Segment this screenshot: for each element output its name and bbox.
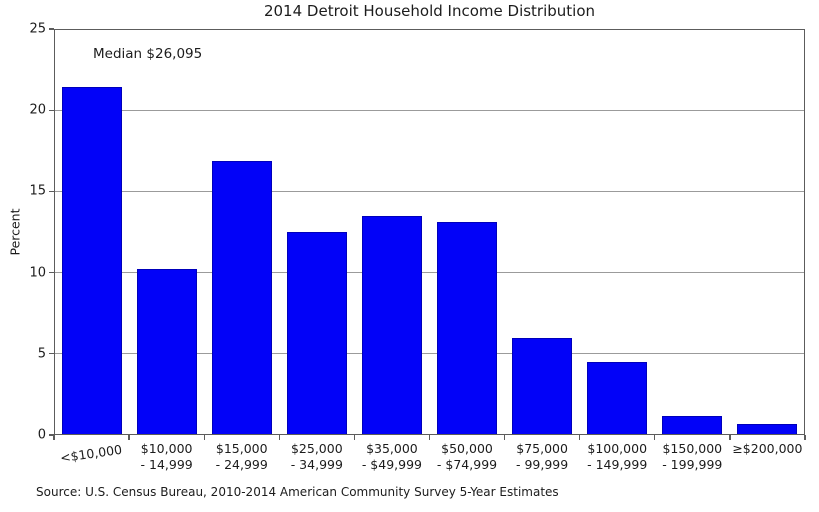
bar: [587, 361, 648, 435]
x-tick-label-line: - $49,999: [361, 457, 423, 472]
bar: [61, 87, 122, 435]
bar-slot: [279, 29, 354, 435]
x-tick-mark: [278, 435, 280, 440]
y-tick-mark: [49, 271, 54, 274]
x-tick-label-line: - $74,999: [436, 457, 498, 472]
bar-slot: [580, 29, 655, 435]
y-tick-mark: [49, 28, 54, 30]
gridline-10: [54, 271, 805, 274]
x-tick-label: $25,000- 34,999: [279, 441, 354, 473]
bar-slot: [54, 29, 129, 435]
x-tick-label: $15,000- 24,999: [204, 441, 279, 473]
median-annotation: Median $26,095: [93, 46, 203, 62]
bar-slot: [204, 29, 279, 435]
y-tick-label: 20: [29, 102, 46, 118]
bars-container: [54, 29, 805, 435]
x-tick-label-line: $100,000: [587, 441, 648, 456]
y-tick-labels: 0 5 10 15 20 25: [0, 22, 46, 443]
y-tick-mark: [49, 353, 54, 355]
bar: [737, 423, 798, 435]
bar: [286, 232, 347, 435]
x-tick-label: $100,000- 149,999: [580, 441, 655, 473]
chart-title: 2014 Detroit Household Income Distributi…: [263, 2, 596, 20]
x-tick-label: $150,000- 199,999: [655, 441, 730, 473]
bar-slot: [730, 29, 805, 435]
y-tick-label: 5: [37, 346, 46, 362]
gridline-15: [54, 190, 805, 193]
x-tick-mark: [428, 435, 431, 440]
x-tick-mark: [353, 435, 356, 440]
bar: [211, 160, 272, 435]
y-tick-mark: [49, 190, 54, 193]
x-tick-label-line: $25,000: [290, 441, 343, 456]
plot-area: Median $26,095: [54, 29, 805, 435]
y-tick-label: 10: [29, 265, 46, 281]
bar: [662, 415, 723, 435]
y-tick-label: 15: [29, 183, 46, 199]
source-note: Source: U.S. Census Bureau, 2010-2014 Am…: [36, 485, 559, 499]
x-tick-label: $35,000- $49,999: [354, 441, 429, 473]
x-tick-label: <$10,000: [53, 441, 132, 483]
y-tick-label: 0: [37, 427, 46, 443]
bar-slot: [354, 29, 429, 435]
x-tick-label-line: $75,000: [516, 441, 568, 456]
x-tick-mark: [804, 435, 806, 440]
x-tick-label-line: $50,000: [441, 441, 493, 456]
x-tick-label-line: - 199,999: [662, 457, 723, 472]
x-tick-label-line: <$10,000: [59, 441, 123, 466]
x-tick-label-line: $150,000: [662, 441, 723, 456]
x-tick-mark: [503, 435, 506, 440]
gridline-5: [54, 353, 805, 355]
bar-slot: [655, 29, 730, 435]
y-tick-mark: [49, 109, 54, 111]
x-tick-mark: [53, 435, 55, 440]
x-tick-label: $10,000- 14,999: [129, 441, 204, 473]
y-tick-mark: [49, 434, 54, 436]
x-tick-labels: <$10,000 $10,000- 14,999 $15,000- 24,999 $2…: [54, 441, 805, 473]
x-tick-label-line: - 34,999: [290, 457, 343, 472]
bar-slot: [129, 29, 204, 435]
bar-slot: [429, 29, 504, 435]
bar: [436, 222, 498, 435]
x-tick-label: ≥$200,000: [730, 441, 805, 473]
gridline-20: [54, 109, 805, 111]
x-tick-label-line: - 24,999: [215, 457, 268, 472]
x-tick-label-line: - 99,999: [515, 457, 569, 472]
x-tick-mark: [654, 435, 656, 440]
x-tick-label-line: $10,000: [140, 441, 193, 456]
x-tick-label-line: ≥$200,000: [732, 441, 803, 456]
bar: [512, 337, 573, 435]
x-tick-mark: [203, 435, 205, 440]
bar: [136, 269, 197, 435]
x-tick-label-line: $35,000: [366, 441, 418, 456]
x-tick-label-line: - 149,999: [587, 457, 648, 472]
x-tick-label: $75,000- 99,999: [505, 441, 580, 473]
x-tick-label-line: $15,000: [215, 441, 268, 456]
x-tick-mark: [729, 435, 731, 440]
x-tick-label-line: - 14,999: [140, 457, 193, 472]
bar: [361, 215, 422, 435]
x-tick-label: $50,000- $74,999: [429, 441, 504, 473]
x-tick-mark: [579, 435, 581, 440]
y-tick-label: 25: [29, 21, 46, 37]
x-tick-mark: [128, 435, 130, 440]
bar-slot: [505, 29, 580, 435]
